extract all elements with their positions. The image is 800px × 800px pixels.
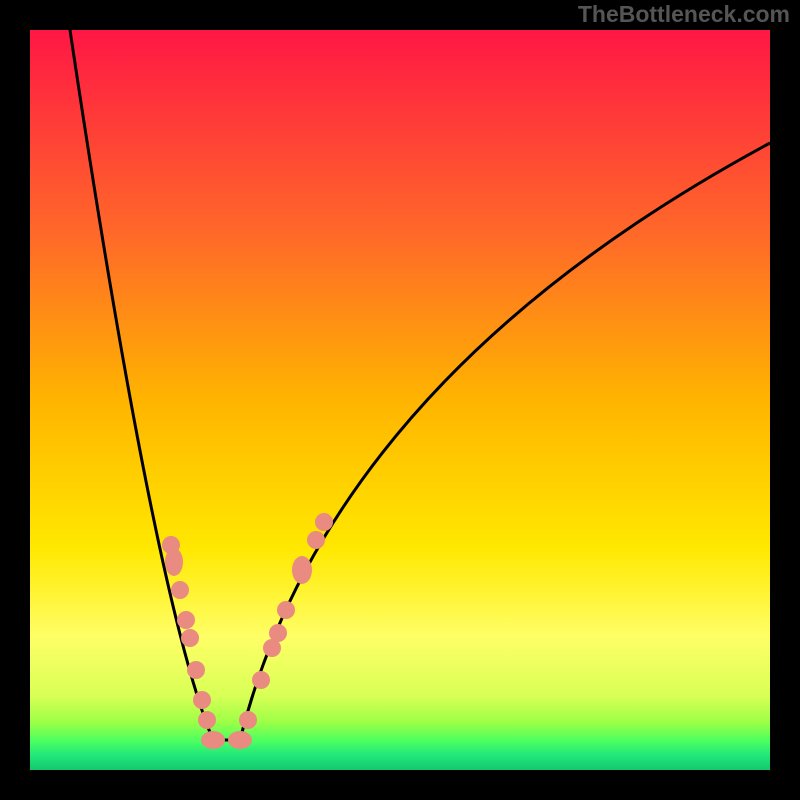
data-marker (277, 601, 295, 619)
data-marker (165, 548, 183, 576)
data-marker (187, 661, 205, 679)
data-marker (201, 731, 225, 749)
data-marker (171, 581, 189, 599)
chart-svg (0, 0, 800, 800)
data-marker (193, 691, 211, 709)
data-marker (181, 629, 199, 647)
chart-frame: TheBottleneck.com (0, 0, 800, 800)
gradient-background (30, 30, 770, 770)
data-marker (239, 711, 257, 729)
data-marker (252, 671, 270, 689)
data-marker (177, 611, 195, 629)
data-marker (198, 711, 216, 729)
data-marker (269, 624, 287, 642)
watermark-text: TheBottleneck.com (578, 1, 790, 28)
data-marker (307, 531, 325, 549)
data-marker (292, 556, 312, 584)
data-marker (315, 513, 333, 531)
data-marker (228, 731, 252, 749)
